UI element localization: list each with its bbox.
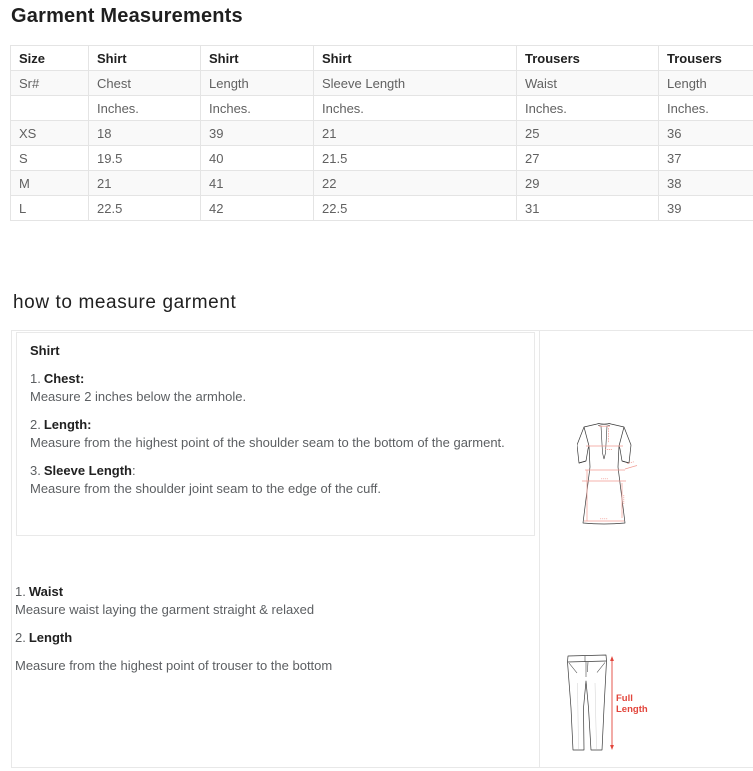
trouser-step-desc: Measure waist laying the garment straigh… xyxy=(15,602,315,617)
table-cell: 42 xyxy=(200,195,314,221)
column-header: Shirt xyxy=(200,45,314,71)
trouser-step-label: 2. Length xyxy=(15,630,73,645)
measure-label-row: Sr# Chest Length Sleeve Length Waist Len… xyxy=(10,70,753,96)
table-cell: 22 xyxy=(313,170,517,196)
table-cell: Length xyxy=(200,70,314,96)
size-chart-container: Size Shirt Shirt Shirt Trousers Trousers… xyxy=(10,45,753,221)
table-cell xyxy=(10,95,89,121)
page-title: Garment Measurements xyxy=(11,5,243,27)
table-cell: Chest xyxy=(88,70,201,96)
table-cell: 25 xyxy=(516,120,659,146)
table-cell: 40 xyxy=(200,145,314,171)
table-cell: 29 xyxy=(516,170,659,196)
table-cell: Waist xyxy=(516,70,659,96)
table-cell: Sleeve Length xyxy=(313,70,517,96)
table-cell: 21 xyxy=(313,120,517,146)
size-cell: L xyxy=(10,195,89,221)
kurta-diagram-image xyxy=(577,423,638,525)
measure-instructions-column: Shirt 1. Chest: Measure 2 inches below th… xyxy=(12,331,540,767)
table-cell: 22.5 xyxy=(313,195,517,221)
size-cell: S xyxy=(10,145,89,171)
table-cell: Inches. xyxy=(88,95,201,121)
table-cell: 22.5 xyxy=(88,195,201,221)
table-cell: Length xyxy=(658,70,753,96)
shirt-step-label: 2. Length: xyxy=(30,417,92,432)
size-cell: XS xyxy=(10,120,89,146)
measure-guide-panel: Shirt 1. Chest: Measure 2 inches below th… xyxy=(11,330,753,768)
shirt-step-label: 3. Sleeve Length: xyxy=(30,463,136,478)
shirt-step-desc: Measure from the shoulder joint seam to … xyxy=(30,481,381,496)
table-row: XS 18 39 21 25 36 xyxy=(10,120,753,146)
table-cell: 21.5 xyxy=(313,145,517,171)
table-cell: 39 xyxy=(658,195,753,221)
column-header: Shirt xyxy=(313,45,517,71)
table-cell: Inches. xyxy=(200,95,314,121)
table-cell: 41 xyxy=(200,170,314,196)
trouser-step-label: 1. Waist xyxy=(15,584,64,599)
trousers-diagram-image xyxy=(567,654,614,751)
table-cell: 19.5 xyxy=(88,145,201,171)
column-header: Shirt xyxy=(88,45,201,71)
trouser-step-desc: Measure from the highest point of trouse… xyxy=(15,658,333,673)
table-cell: 27 xyxy=(516,145,659,171)
shirt-step-desc: Measure from the highest point of the sh… xyxy=(30,435,505,450)
table-row: S 19.5 40 21.5 27 37 xyxy=(10,145,753,171)
column-header: Trousers xyxy=(658,45,753,71)
table-cell: 38 xyxy=(658,170,753,196)
table-cell: Sr# xyxy=(10,70,89,96)
size-chart-table: Size Shirt Shirt Shirt Trousers Trousers… xyxy=(10,45,753,221)
table-row: M 21 41 22 29 38 xyxy=(10,170,753,196)
table-cell: 36 xyxy=(658,120,753,146)
shirt-step-desc: Measure 2 inches below the armhole. xyxy=(30,389,247,404)
shirt-step-label: 1. Chest: xyxy=(30,371,85,386)
table-cell: 39 xyxy=(200,120,314,146)
table-cell: 31 xyxy=(516,195,659,221)
column-header: Size xyxy=(10,45,89,71)
table-cell: Inches. xyxy=(516,95,659,121)
table-cell: 18 xyxy=(88,120,201,146)
size-cell: M xyxy=(10,170,89,196)
trouser-instructions: 1. Waist Measure waist laying the garment… xyxy=(12,583,539,675)
diagram-column: Full Length xyxy=(540,331,753,767)
how-to-measure-title: how to measure garment xyxy=(13,292,237,313)
shirt-box-title: Shirt xyxy=(30,343,60,358)
shirt-instructions-box: Shirt 1. Chest: Measure 2 inches below th… xyxy=(16,332,535,536)
unit-row: Inches. Inches. Inches. Inches. Inches. xyxy=(10,95,753,121)
column-header: Trousers xyxy=(516,45,659,71)
table-header-row: Size Shirt Shirt Shirt Trousers Trousers xyxy=(10,45,753,71)
table-row: L 22.5 42 22.5 31 39 xyxy=(10,195,753,221)
full-length-label: Full Length xyxy=(616,693,648,715)
table-cell: Inches. xyxy=(658,95,753,121)
table-cell: 21 xyxy=(88,170,201,196)
table-cell: Inches. xyxy=(313,95,517,121)
table-cell: 37 xyxy=(658,145,753,171)
